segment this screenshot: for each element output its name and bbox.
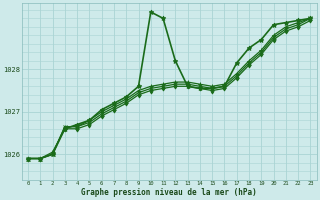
X-axis label: Graphe pression niveau de la mer (hPa): Graphe pression niveau de la mer (hPa) xyxy=(81,188,257,197)
